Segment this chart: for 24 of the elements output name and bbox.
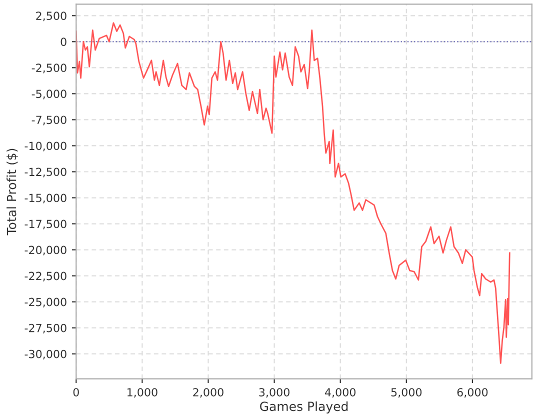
y-tick-label: -2,500 bbox=[32, 64, 66, 74]
y-tick-label: -5,000 bbox=[32, 90, 66, 100]
y-tick-label: -17,500 bbox=[24, 220, 66, 230]
y-tick-label: -22,500 bbox=[24, 272, 66, 282]
y-tick-label: -7,500 bbox=[32, 116, 66, 126]
y-tick-label: -10,000 bbox=[24, 142, 66, 152]
y-tick-label: -20,000 bbox=[24, 246, 66, 256]
y-tick-label: -12,500 bbox=[24, 168, 66, 178]
y-axis-title: Total Profit ($) bbox=[6, 148, 18, 236]
y-tick-label: 2,500 bbox=[36, 12, 66, 22]
y-tick-label: -15,000 bbox=[24, 194, 66, 204]
x-tick-label: 3,000 bbox=[259, 388, 290, 398]
y-tick-label: -27,500 bbox=[24, 324, 66, 334]
x-tick-label: 0 bbox=[73, 388, 79, 396]
x-tick-label: 5,000 bbox=[391, 388, 422, 398]
x-tick-label: 1,000 bbox=[128, 388, 158, 398]
x-tick-label: 6,000 bbox=[457, 388, 488, 398]
y-tick-label: -30,000 bbox=[24, 350, 66, 360]
x-tick-label: 4,000 bbox=[324, 388, 356, 398]
x-tick-label: 2,000 bbox=[193, 388, 224, 398]
y-tick-label: 0 bbox=[60, 38, 66, 46]
line-series bbox=[76, 22, 510, 364]
x-axis-title: Games Played bbox=[260, 401, 348, 414]
y-tick-label: -25,000 bbox=[24, 298, 66, 308]
